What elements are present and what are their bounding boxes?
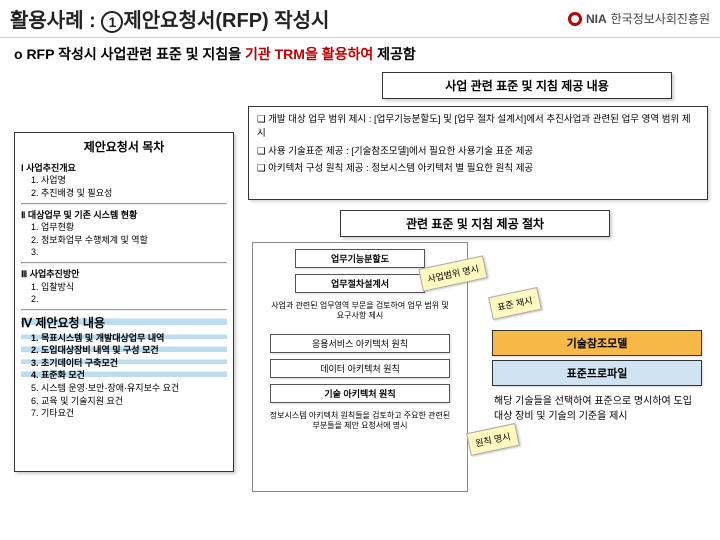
proc-note: 정보시스템 아키텍처 원칙들을 검토하고 주요한 관련된 부분들을 제안 요청서… [253,409,467,434]
section-heading-standards: 사업 관련 표준 및 지침 제공 내용 [382,72,672,99]
proc-step: 응용서비스 아키텍처 원칙 [270,334,450,353]
toc-box: 제안요청서 목차 Ⅰ 사업추진개요 1. 사업명 2. 추진배경 및 필요성 Ⅱ… [14,132,234,472]
lead-text: o RFP 작성시 사업관련 표준 및 지침을 기관 TRM을 활용하여 제공함 [0,38,720,70]
org-logo: NIA 한국정보사회진흥원 [568,10,710,27]
right-desc: 해당 기술들을 선택하여 표준으로 명시하여 도입 대상 장비 및 기술의 기준… [492,390,702,428]
proc-step: 업무기능분할도 [295,249,425,268]
proc-step: 기술 아키텍처 원칙 [270,384,450,403]
proc-step: 업무절차설계서 [295,274,425,293]
proc-note: 사업과 관련된 업무영역 부문을 검토하여 업무 범위 및 요구사항 제시 [253,299,467,324]
sticker: 원칙 명시 [466,423,519,456]
model-bar: 기술참조모델 [492,330,702,356]
proc-step: 데이터 아키텍처 원칙 [270,359,450,378]
page-title: 활용사례 : 1제안요청서(RFP) 작성시 [10,4,329,33]
right-column: 기술참조모델 표준프로파일 해당 기술들을 선택하여 표준으로 명시하여 도입 … [492,330,702,428]
sticker: 표준 제시 [488,287,541,320]
bullet-1: ❑ 개발 대상 업무 범위 제시 : [업무기능분할도] 및 [업무 절차 설계… [257,113,699,141]
procedure-heading: 관련 표준 및 지침 제공 절차 [340,210,610,237]
bullet-2: ❑ 사용 기술표준 제공 : [기술참조모델]에서 필요한 사용기술 표준 제공 [257,145,699,159]
profile-bar: 표준프로파일 [492,360,702,386]
bullets-box: ❑ 개발 대상 업무 범위 제시 : [업무기능분할도] 및 [업무 절차 설계… [248,106,708,200]
bullet-3: ❑ 아키텍처 구성 원칙 제공 : 정보시스템 아키텍처 별 필요한 원칙 제공 [257,162,699,176]
